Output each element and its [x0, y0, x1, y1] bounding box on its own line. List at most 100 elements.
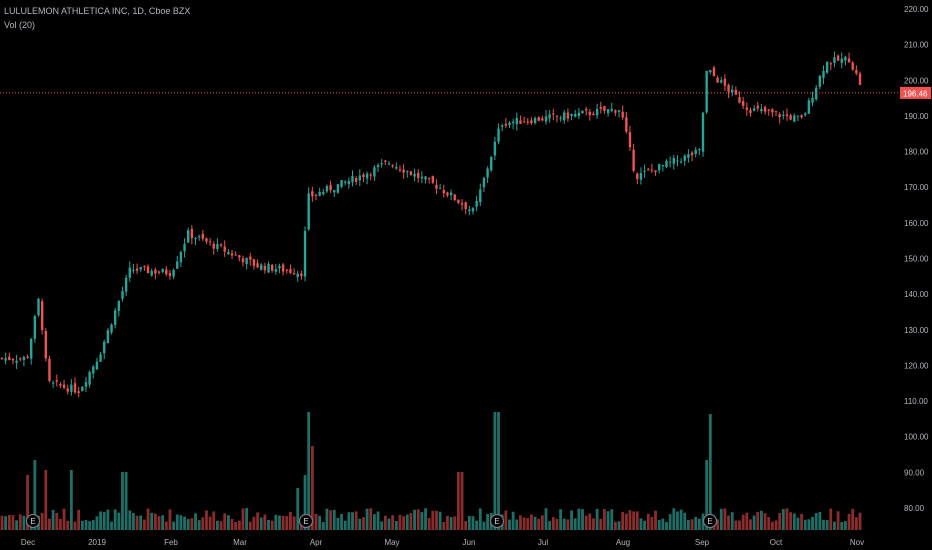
x-tick-label: Jun [463, 538, 476, 547]
candle-body [606, 109, 610, 114]
candle-body [508, 122, 511, 126]
volume-bar [179, 515, 183, 530]
volume-bar [508, 519, 511, 530]
candle-body [511, 121, 515, 124]
candle-body [687, 154, 690, 158]
volume-bar [515, 519, 519, 530]
candle-body [599, 106, 602, 109]
volume-bar [460, 472, 464, 530]
volume-bar [252, 516, 256, 530]
volume-bar [858, 512, 862, 530]
candle-body [274, 269, 278, 272]
volume-bar [438, 511, 442, 530]
candle-body [610, 108, 613, 111]
candle-body [26, 356, 29, 358]
y-tick-label: 180.00 [904, 148, 929, 157]
volume-bar [292, 516, 296, 530]
candle-body [464, 202, 467, 210]
candle-body [420, 176, 424, 179]
volume-bar [595, 508, 599, 530]
candle-body [146, 266, 150, 274]
candle-body [756, 105, 759, 109]
volume-bar [632, 511, 636, 530]
candle-body [219, 244, 223, 246]
y-axis: 220.00 210.00 200.00 190.00 180.00 170.00 160.… [904, 5, 929, 513]
volume-bar [263, 514, 267, 530]
volume-bar [26, 475, 29, 530]
volume-bar [727, 515, 730, 530]
volume-bar [223, 513, 227, 530]
y-tick-label: 140.00 [904, 290, 929, 299]
volume-bar [482, 521, 486, 530]
volume-bar [194, 513, 197, 530]
volume-bar [197, 520, 201, 530]
x-tick-label: Aug [616, 538, 630, 547]
candle-body [723, 78, 727, 86]
volume-bar [427, 518, 431, 530]
candle-body [584, 109, 588, 111]
earnings-marker [25, 513, 41, 529]
volume-bar [581, 509, 584, 530]
candle-body [482, 177, 486, 188]
volume-bar [566, 519, 570, 530]
volume-bar [456, 472, 460, 530]
volume-bar [767, 517, 771, 530]
candle-body [358, 175, 362, 181]
volume-bar [4, 516, 8, 530]
volume-bar [613, 521, 617, 530]
volume-bar [73, 521, 77, 530]
candle-body [533, 117, 537, 124]
volume-bar [234, 521, 238, 530]
volume-bar [730, 512, 734, 530]
candle-body [165, 269, 168, 275]
volume-bar [825, 519, 829, 530]
candle-body [752, 108, 756, 111]
candlesticks [0, 51, 862, 398]
candle-body [701, 112, 705, 152]
volume-bar [573, 518, 577, 530]
volume-bar [256, 512, 259, 530]
volume-bar [226, 515, 230, 530]
candle-body [621, 111, 624, 118]
candle-body [588, 111, 592, 115]
candle-body [694, 149, 697, 154]
volume-bar [475, 520, 479, 530]
candle-body [59, 384, 62, 386]
volume-bar [307, 412, 311, 530]
candle-body [384, 160, 387, 162]
candle-body [252, 259, 256, 266]
volume-bar [161, 515, 165, 530]
volume-bar [55, 513, 59, 530]
candle-body [709, 70, 712, 73]
candle-body [161, 268, 164, 273]
volume-bar [530, 514, 533, 530]
volume-bar [186, 519, 190, 530]
volume-bar [365, 508, 369, 530]
candle-body [417, 172, 420, 178]
volume-bar [230, 518, 234, 530]
volume-bar [603, 509, 606, 530]
earnings-marker [298, 513, 314, 529]
volume-indicator-label: Vol (20) [4, 20, 36, 30]
volume-bar [325, 508, 329, 530]
candle-body [577, 112, 581, 117]
candle-body [44, 330, 48, 359]
volume-bar [212, 511, 216, 530]
candle-body [665, 161, 668, 168]
volume-bar [33, 460, 37, 530]
volume-bar [628, 510, 632, 530]
volume-bar [592, 518, 595, 530]
candle-body [19, 358, 22, 360]
volume-bar [836, 511, 840, 530]
candle-body [822, 70, 825, 79]
volume-bar [343, 520, 347, 530]
volume-bar [533, 516, 537, 530]
candle-body [62, 384, 66, 388]
volume-bar [449, 517, 453, 530]
candle-body [406, 171, 409, 173]
volume-bar [183, 516, 186, 530]
x-tick-label: Jul [538, 538, 548, 547]
candle-body [522, 121, 526, 123]
volume-bar [741, 514, 745, 530]
